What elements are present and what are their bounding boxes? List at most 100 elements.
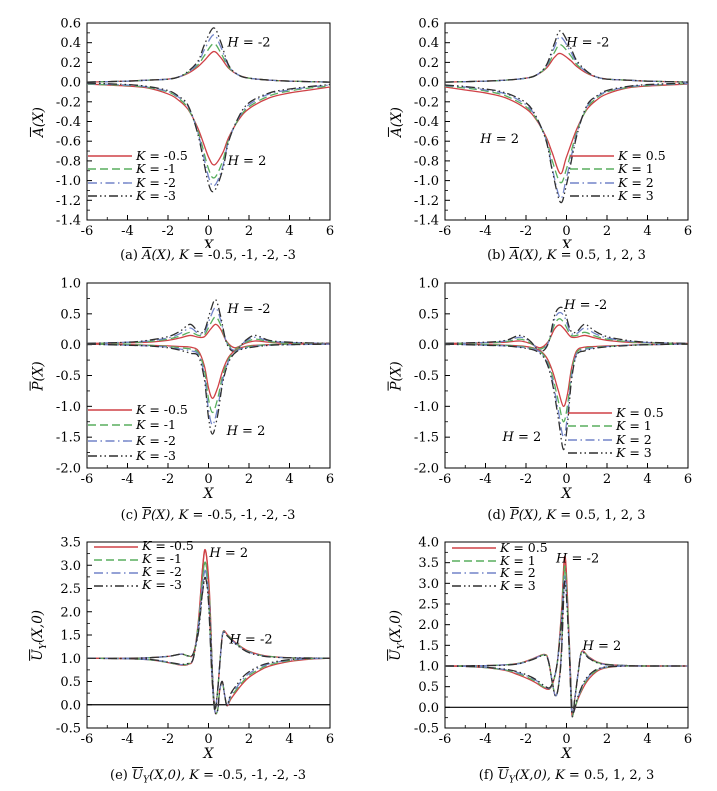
annotation-H: H = -2 <box>226 36 270 51</box>
y-tick-label: -0.6 <box>414 135 439 150</box>
y-tick-label: 4.0 <box>418 536 439 551</box>
series-line-K-3-H2 <box>87 577 330 715</box>
legend-label: K = 2 <box>616 431 652 447</box>
series-line-K1-H-2 <box>445 565 688 718</box>
legend-item: K = 0.5 <box>452 540 548 555</box>
y-tick-label: -2.0 <box>414 462 439 477</box>
annotation-H: H = 2 <box>208 546 248 561</box>
y-tick-label: 2.0 <box>418 618 439 633</box>
y-tick-label: 0.6 <box>60 17 81 32</box>
y-tick-label: -0.5 <box>56 722 81 737</box>
legend-label: K = 1 <box>616 418 652 433</box>
x-tick-label: 2 <box>245 224 253 239</box>
series-line-K1-H-2 <box>445 318 688 350</box>
x-tick-label: -4 <box>479 732 492 747</box>
legend-item: K = 0.5 <box>570 149 666 163</box>
y-tick-label: 0.2 <box>418 56 439 71</box>
series-line-K-0.5-H2 <box>87 343 330 399</box>
annotation-H: H = 2 <box>479 132 519 147</box>
x-tick-label: -2 <box>162 472 175 487</box>
panel-d: -2.0 -1.5 -1.0 -0.5 0.0 0.5 1.0 -6 -4 -2 0 2 4 6 H = -… <box>358 270 717 530</box>
x-tick-label: 0 <box>562 224 570 239</box>
y-tick-label: -0.4 <box>414 115 439 130</box>
legend-line-swatch-icon <box>570 195 614 197</box>
legend-label: K = 0.5 <box>500 540 548 555</box>
legend-label: K = 3 <box>616 445 652 460</box>
legend-line-swatch-icon <box>94 545 138 548</box>
x-tick-label: 0 <box>204 224 212 239</box>
legend-label: K = -1 <box>136 161 176 176</box>
x-tick-label: 4 <box>285 472 293 487</box>
x-tick-label: -2 <box>520 224 533 239</box>
y-tick-label: 1.0 <box>60 277 81 292</box>
x-tick-label: -4 <box>121 224 134 239</box>
legend-item: K = 1 <box>452 554 548 568</box>
panel-c: -2.0 -1.5 -1.0 -0.5 0.0 0.5 1.0 -6 -4 -2 0 2 4 6 H = -… <box>0 270 358 530</box>
panel-e: -0.5 0.0 0.5 1.0 1.5 2.0 2.5 3.0 3.5 -6 -4 -2 0 2 4 6 H … <box>0 530 358 791</box>
x-tick-label: 4 <box>285 732 293 747</box>
series-line-K-0.5-H-2 <box>87 323 330 349</box>
legend-label: K = -2 <box>142 564 182 580</box>
legend-label: K = -2 <box>136 174 176 190</box>
x-tick-label: -2 <box>162 732 175 747</box>
x-axis-label: X <box>203 238 215 248</box>
series-line-K0.5-H-2 <box>445 52 688 83</box>
x-tick-label: -2 <box>520 472 533 487</box>
series-line-K2-H-2 <box>445 311 688 351</box>
x-tick-label: -6 <box>81 224 94 239</box>
y-tick-label: -0.6 <box>56 135 81 150</box>
legend-item: K = -0.5 <box>88 402 188 418</box>
chart-f-svg: -0.5 0.0 0.5 1.0 1.5 2.0 2.5 3.0 3.5 4.0 -6 -4 -2 0 2 4… <box>414 536 692 763</box>
x-tick-label: 0 <box>562 732 570 747</box>
series-line-K0.5-H-2 <box>445 555 688 718</box>
legend-line-swatch-icon <box>88 455 132 457</box>
chart-d-svg: -2.0 -1.5 -1.0 -0.5 0.0 0.5 1.0 -6 -4 -2 0 2 4 6 H = -… <box>414 277 692 503</box>
y-tick-label: 0.0 <box>60 338 81 353</box>
legend-line-swatch-icon <box>88 409 132 411</box>
y-tick-label: 0.0 <box>418 76 439 91</box>
x-tick-label: -6 <box>81 472 94 487</box>
x-tick-label: 2 <box>603 732 611 747</box>
legend-item: K = 3 <box>570 189 666 204</box>
y-tick-label: -1.5 <box>56 431 81 446</box>
y-tick-label: -1.0 <box>414 174 439 189</box>
y-tick-label: -0.2 <box>414 95 439 110</box>
series-line-K-3-H2 <box>87 82 330 193</box>
subplot-caption: (a) A(X), K = -0.5, -1, -2, -3 <box>120 248 296 263</box>
y-tick-label: 1.0 <box>418 660 439 675</box>
series-line-K-1-H-2 <box>87 43 330 83</box>
legend-line-swatch-icon <box>570 155 614 157</box>
y-tick-label: 2.0 <box>60 605 81 620</box>
legend-line-swatch-icon <box>452 572 496 574</box>
legend-item: K = 0.5 <box>568 406 664 420</box>
series-line-K-0.5-H-2 <box>87 50 330 83</box>
x-tick-label: -6 <box>439 224 452 239</box>
y-tick-label: -1.4 <box>56 214 81 229</box>
chart-e-svg: -0.5 0.0 0.5 1.0 1.5 2.0 2.5 3.0 3.5 -6 -4 -2 0 2 4 6 H … <box>56 536 334 763</box>
y-tick-label: -1.0 <box>56 400 81 415</box>
x-tick-label: 6 <box>326 732 334 747</box>
y-tick-label: 0.5 <box>418 307 439 322</box>
chart-a-svg: -1.4 -1.2 -1.0 -0.8 -0.6 -0.4 -0.2 0.0 0.2 0.4 0.6… <box>56 17 334 249</box>
series-line-K-2-H-2 <box>87 34 330 83</box>
series-line-K3-H2 <box>445 343 688 451</box>
y-tick-label: 2.5 <box>418 598 439 613</box>
x-tick-label: 6 <box>684 732 692 747</box>
legend-label: K = -0.5 <box>136 147 188 163</box>
series-line-K-1-H-2 <box>87 316 330 350</box>
x-tick-label: -4 <box>479 224 492 239</box>
legend-label: K = -3 <box>142 577 182 593</box>
legend-line-swatch-icon <box>452 560 496 562</box>
y-tick-label: 3.0 <box>418 577 439 592</box>
legend-item: K = -0.5 <box>94 540 194 553</box>
legend-line-swatch-icon <box>88 424 132 426</box>
y-tick-label: 0.0 <box>60 76 81 91</box>
x-tick-label: -6 <box>81 732 94 747</box>
series-line-K3-H2 <box>445 82 688 204</box>
y-tick-label: 3.5 <box>60 536 81 551</box>
legend-item: K = -2 <box>94 566 194 579</box>
annotation-H: H = 2 <box>582 639 622 654</box>
